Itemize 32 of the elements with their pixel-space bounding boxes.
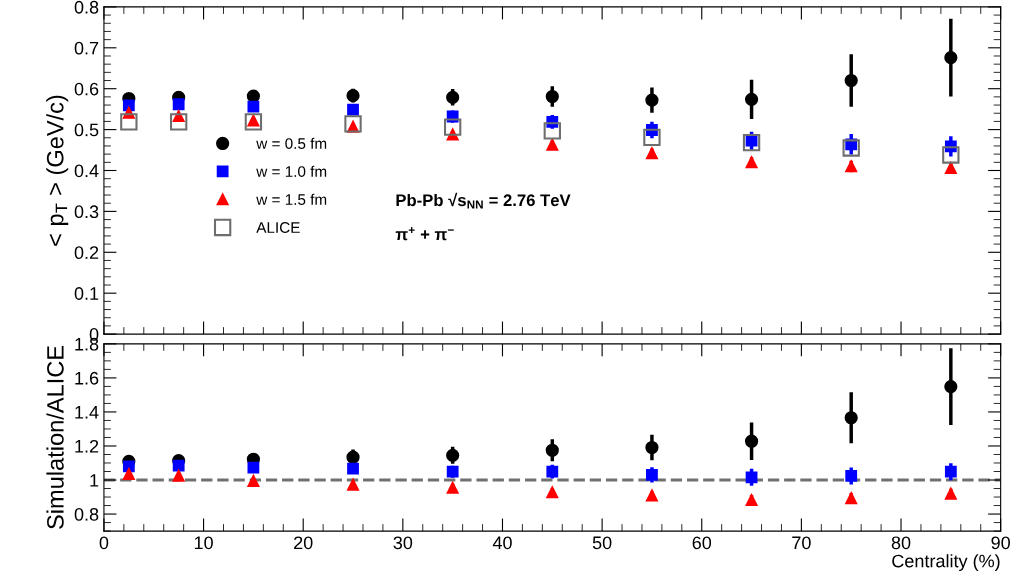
legend-label: ALICE bbox=[256, 222, 300, 233]
annotation: Pb-Pb √s$_{NN}$ = 2.76 TeV bbox=[396, 192, 571, 209]
y-tick-label: 1.4 bbox=[75, 406, 99, 419]
y-tick-label: 1.2 bbox=[75, 439, 99, 453]
y-tick-label: 0.5 bbox=[74, 123, 99, 137]
y-tick-label: 0.4 bbox=[74, 164, 99, 178]
x-tick-label: 10 bbox=[194, 536, 213, 550]
y-tick-label: 0.1 bbox=[74, 287, 99, 300]
legend-label: w = 1.0 fm bbox=[256, 165, 327, 177]
y-axis-title: Simulation/ALICE bbox=[46, 345, 64, 529]
y-axis-title: < p$_{T}$ > (GeV/c) bbox=[46, 95, 69, 246]
legend-label: w = 0.5 fm bbox=[256, 137, 327, 149]
y-tick-label: 0.2 bbox=[74, 246, 99, 260]
annotation: π$^{+}$ + π$^{−}$ bbox=[395, 227, 454, 241]
x-tick-label: 40 bbox=[492, 536, 512, 550]
x-tick-label: 20 bbox=[294, 536, 313, 550]
x-tick-label: 30 bbox=[393, 536, 413, 550]
y-tick-label: 0.7 bbox=[74, 41, 99, 55]
x-tick-label: 50 bbox=[592, 536, 612, 550]
x-tick-label: 70 bbox=[792, 536, 811, 550]
y-tick-label: 0.6 bbox=[74, 82, 99, 96]
y-tick-label: 1.6 bbox=[75, 371, 99, 385]
y-tick-label: 0.8 bbox=[74, 0, 99, 14]
y-tick-label: 1 bbox=[90, 474, 99, 487]
x-axis-title: Centrality (%) bbox=[892, 554, 1000, 571]
legend-label: w = 1.5 fm bbox=[256, 193, 327, 205]
x-tick-label: 0 bbox=[99, 536, 109, 550]
x-tick-label: 90 bbox=[991, 536, 1010, 550]
x-tick-label: 80 bbox=[891, 536, 911, 550]
x-tick-label: 60 bbox=[692, 536, 712, 550]
y-tick-label: 0.8 bbox=[74, 507, 99, 521]
y-tick-label: 0.3 bbox=[74, 205, 99, 219]
